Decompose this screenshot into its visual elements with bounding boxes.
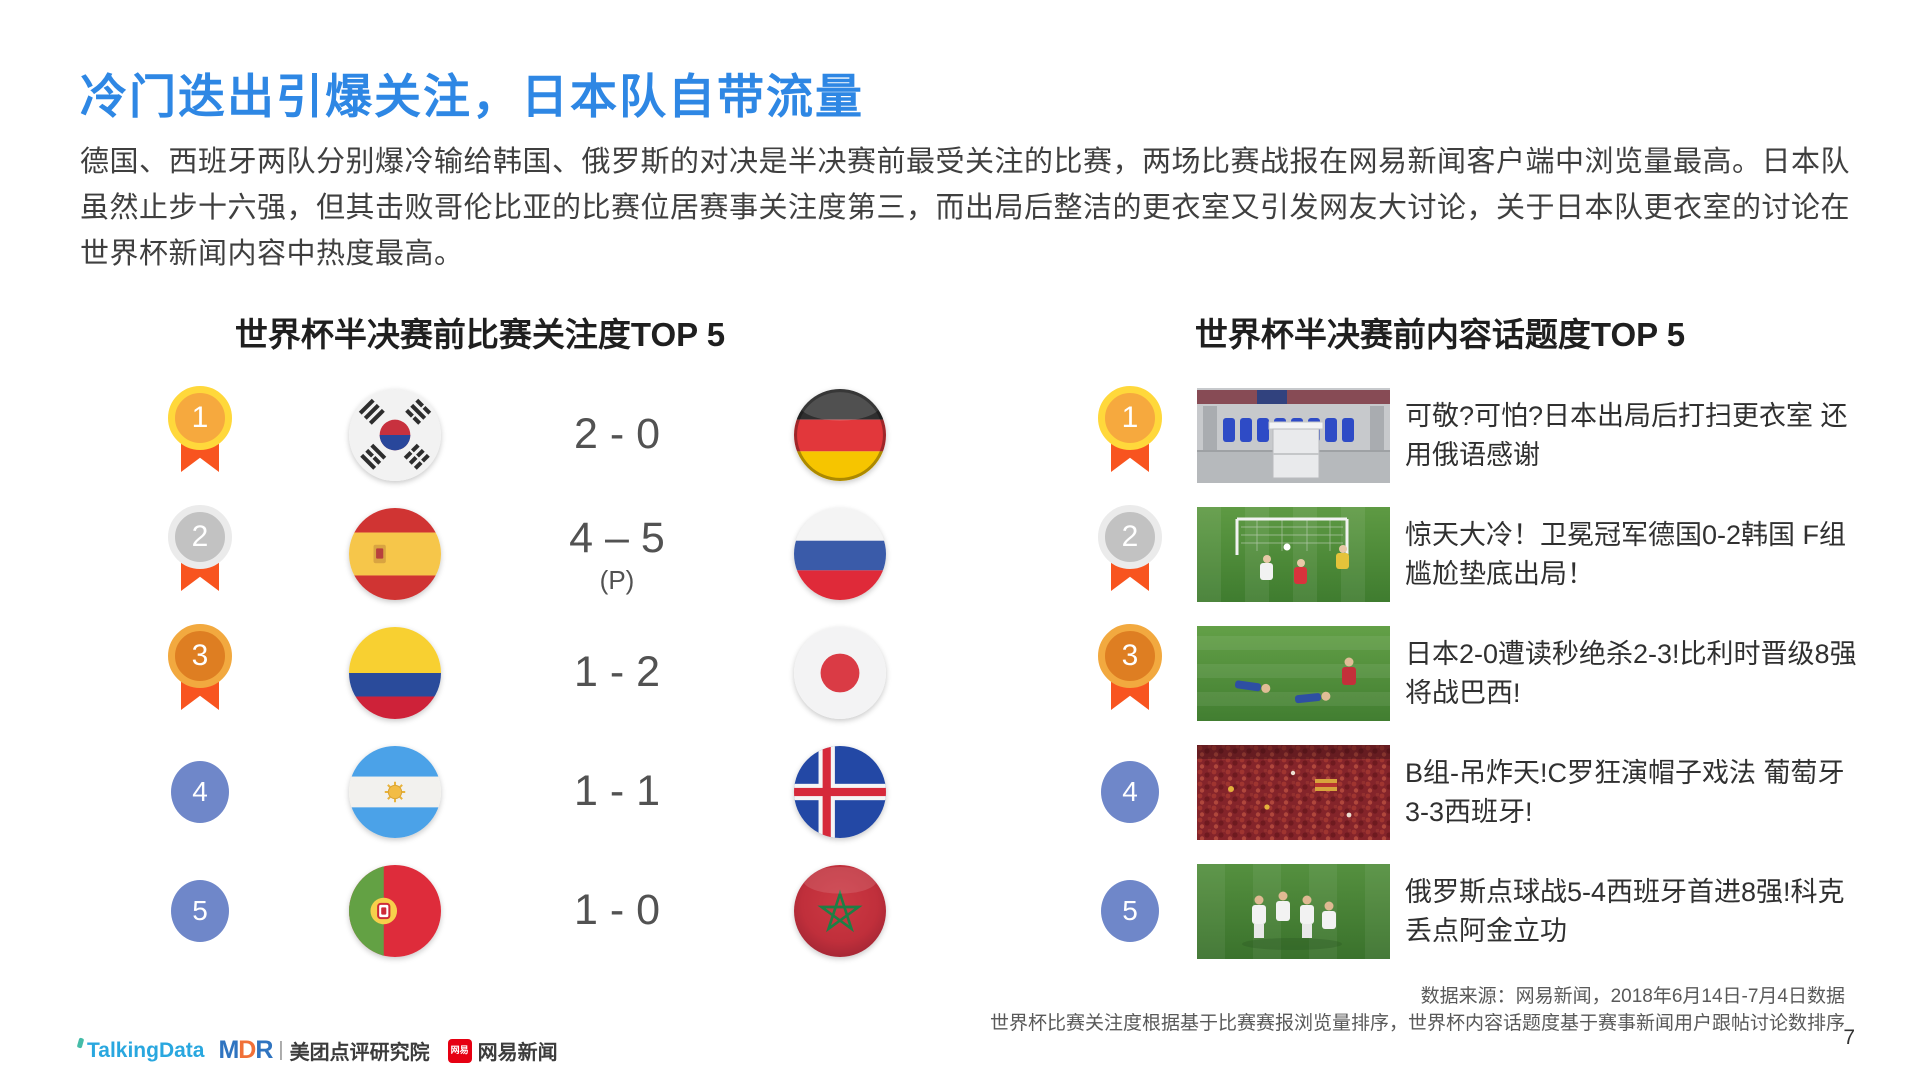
news-headline: 可敬?可怕?日本出局后打扫更衣室 还用俄语感谢 <box>1405 401 1848 470</box>
news-row-5: 5 俄罗斯点球战5-4西班牙首进8强!科克丢点阿金立功 <box>1060 852 1870 971</box>
thumbnail-locker-room <box>1197 388 1390 483</box>
rank-number: 3 <box>1098 624 1162 688</box>
match-score: 2 - 0 <box>573 410 661 458</box>
match-score: 1 - 1 <box>573 767 661 815</box>
thumbnail-goalmouth-action <box>1197 507 1390 602</box>
flag-south-korea-icon <box>349 389 441 481</box>
match-score: 1 - 2 <box>573 648 661 696</box>
source-line-2: 世界杯比赛关注度根据基于比赛赛报浏览量排序，世界杯内容话题度基于赛事新闻用户跟帖… <box>989 1012 1845 1034</box>
rank-number: 3 <box>168 624 232 688</box>
flag-colombia-icon <box>349 627 441 719</box>
rank-4-badge-icon: 4 <box>1098 761 1162 823</box>
news-headline: 俄罗斯点球战5-4西班牙首进8强!科克丢点阿金立功 <box>1405 877 1845 946</box>
flag-argentina-icon <box>349 746 441 838</box>
score-block: 2 - 0 <box>497 376 737 495</box>
rank-number: 4 <box>171 761 229 823</box>
intro-paragraph: 德国、西班牙两队分别爆冷输给韩国、俄罗斯的对决是半决赛前最受关注的比赛，两场比赛… <box>80 146 1851 270</box>
flag-russia-icon <box>794 508 886 600</box>
score-block: 1 - 2 <box>497 614 737 733</box>
bronze-medal-icon: 3 <box>168 624 232 710</box>
news-headline: B组-吊炸天!C罗狂演帽子戏法 葡萄牙3-3西班牙! <box>1405 758 1845 827</box>
right-section-title: 世界杯半决赛前内容话题度TOP 5 <box>1194 316 1686 353</box>
match-row-4: 4 1 - 1 <box>80 733 920 852</box>
talkingdata-logo: TalkingData <box>76 1037 205 1063</box>
news-row-1: 1 可敬?可怕?日本出局后打扫更衣室 还用俄语感 <box>1060 376 1870 495</box>
flag-spain-icon <box>349 508 441 600</box>
rank-5-badge-icon: 5 <box>1098 880 1162 942</box>
rank-4-badge-icon: 4 <box>168 761 232 823</box>
match-score: 4 – 5 <box>569 513 665 562</box>
score-block: 4 – 5 (P) <box>497 495 737 614</box>
score-block: 1 - 0 <box>497 852 737 971</box>
silver-medal-icon: 2 <box>168 505 232 591</box>
flag-japan-icon <box>794 627 886 719</box>
gold-medal-icon: 1 <box>168 386 232 472</box>
thumbnail-players-celebrating <box>1197 864 1390 959</box>
score-note: (P) <box>599 564 635 595</box>
news-headline: 日本2-0遭读秒绝杀2-3!比利时晋级8强将战巴西! <box>1405 639 1857 708</box>
match-row-2: 2 4 – 5 (P) <box>80 495 920 614</box>
match-row-5: 5 1 - 0 <box>80 852 920 971</box>
left-section-title: 世界杯半决赛前比赛关注度TOP 5 <box>234 316 726 353</box>
match-row-3: 3 1 - 2 <box>80 614 920 733</box>
netease-news-wordmark: 网易新闻 <box>477 1042 558 1064</box>
silver-medal-icon: 2 <box>1098 505 1162 591</box>
page-title: 冷门迭出引爆关注，日本队自带流量 <box>80 70 864 123</box>
source-line-1: 数据来源：网易新闻，2018年6月14日-7月4日数据 <box>1420 986 1845 1007</box>
footer-logos: TalkingData MDR | 美团点评研究院 网易 网易新闻 <box>76 1036 558 1065</box>
flag-iceland-icon <box>794 746 886 838</box>
data-source-note: 数据来源：网易新闻，2018年6月14日-7月4日数据 世界杯比赛关注度根据基于… <box>990 984 1845 1037</box>
page-number: 7 <box>1843 1026 1855 1049</box>
match-score: 1 - 0 <box>573 886 661 934</box>
score-block: 1 - 1 <box>497 733 737 852</box>
thumbnail-fans-crowd <box>1197 745 1390 840</box>
talkingdata-tick-icon <box>76 1037 85 1048</box>
match-row-1: 1 2 - 0 <box>80 376 920 495</box>
meituan-dianping-institute-logo: 美团点评研究院 <box>289 1042 430 1064</box>
talkingdata-wordmark: TalkingData <box>87 1038 205 1062</box>
thumbnail-players-on-pitch <box>1197 626 1390 721</box>
news-headline: 惊天大冷！卫冕冠军德国0-2韩国 F组尴尬垫底出局！ <box>1405 520 1847 589</box>
bronze-medal-icon: 3 <box>1098 624 1162 710</box>
rank-number: 2 <box>1098 505 1162 569</box>
rank-number: 5 <box>171 880 229 942</box>
rank-5-badge-icon: 5 <box>168 880 232 942</box>
gold-medal-icon: 1 <box>1098 386 1162 472</box>
rank-number: 5 <box>1101 880 1159 942</box>
logo-separator: | <box>278 1039 284 1061</box>
rank-number: 2 <box>168 505 232 569</box>
netease-app-icon: 网易 <box>447 1038 472 1063</box>
flag-germany-icon <box>794 389 886 481</box>
news-row-4: 4 B组-吊炸天!C罗狂演帽子戏法 葡萄牙3-3西班牙! <box>1060 733 1870 852</box>
mdr-logo: MDR <box>218 1036 273 1064</box>
rank-number: 1 <box>1098 386 1162 450</box>
news-row-2: 2 惊天大冷！卫冕冠军德国0-2韩国 F组尴尬垫底出局！ <box>1060 495 1870 614</box>
flag-portugal-icon <box>349 865 441 957</box>
rank-number: 4 <box>1101 761 1159 823</box>
news-row-3: 3 日本2-0遭读秒绝杀2-3!比利时晋级8强将战巴西! <box>1060 614 1870 733</box>
rank-number: 1 <box>168 386 232 450</box>
flag-morocco-icon <box>794 865 886 957</box>
